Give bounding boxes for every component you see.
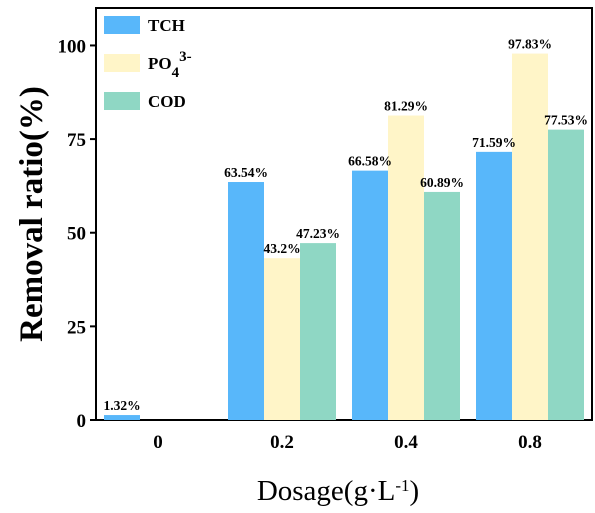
bar-po4-3--0.4 bbox=[388, 115, 424, 421]
legend-swatch bbox=[104, 16, 140, 34]
plot-area bbox=[95, 7, 593, 421]
data-label: 63.54% bbox=[224, 165, 268, 180]
legend-label: COD bbox=[148, 92, 186, 111]
legend-label-sub: 4 bbox=[172, 65, 180, 81]
data-label: 81.29% bbox=[384, 99, 428, 114]
legend-swatch bbox=[104, 92, 140, 110]
data-label: 66.58% bbox=[348, 154, 392, 169]
y-axis-label: Removal ratio(%) bbox=[14, 86, 50, 342]
x-tick-label: 0.8 bbox=[518, 432, 542, 453]
data-label: 97.83% bbox=[508, 37, 552, 52]
bar-cod-0.8 bbox=[548, 129, 584, 420]
legend-label: TCH bbox=[148, 16, 185, 35]
x-ticks: 0 0.2 0.4 0.8 bbox=[153, 432, 542, 453]
y-tick-label: 100 bbox=[58, 36, 87, 57]
legend-label: PO43- bbox=[148, 49, 192, 81]
data-label: 77.53% bbox=[544, 113, 588, 128]
x-axis-label-sup: -1 bbox=[395, 476, 409, 495]
plot-frame bbox=[95, 7, 593, 421]
bar-cod-0.4 bbox=[424, 191, 460, 420]
y-tick-label: 75 bbox=[67, 130, 86, 151]
x-axis-label-main: Dosage(g·L bbox=[257, 475, 396, 507]
bar-tch-0.4 bbox=[352, 170, 388, 420]
legend-swatch bbox=[104, 54, 140, 72]
legend: TCH PO43- COD bbox=[104, 16, 192, 111]
y-tick-label: 50 bbox=[67, 224, 86, 245]
legend-label-sup: 3- bbox=[179, 49, 192, 65]
data-labels: 1.32% 63.54% 66.58% 71.59% 43.2% 81.29% 97.83%… bbox=[103, 37, 588, 413]
bar-tch-0.8 bbox=[476, 151, 512, 420]
bars bbox=[104, 53, 584, 421]
x-tick-label: 0 bbox=[153, 432, 163, 453]
y-tick-label: 0 bbox=[77, 411, 87, 432]
y-ticks: 0 25 50 75 100 bbox=[58, 36, 96, 432]
x-axis-label-close: ) bbox=[410, 475, 420, 507]
bar-po4-3--0.8 bbox=[512, 53, 548, 420]
y-tick-label: 25 bbox=[67, 317, 86, 338]
data-label: 43.2% bbox=[263, 241, 300, 256]
x-axis-label: Dosage(g·L-1) bbox=[257, 475, 419, 507]
data-label: 60.89% bbox=[420, 175, 464, 190]
bar-po4-3--0.2 bbox=[264, 258, 300, 420]
bar-tch-0.2 bbox=[228, 182, 264, 420]
legend-label-base: PO bbox=[148, 54, 172, 73]
x-tick-label: 0.2 bbox=[270, 432, 294, 453]
bar-cod-0.2 bbox=[300, 243, 336, 420]
data-label: 1.32% bbox=[103, 398, 140, 413]
data-label: 47.23% bbox=[296, 226, 340, 241]
x-tick-label: 0.4 bbox=[394, 432, 418, 453]
bar-tch-0 bbox=[104, 415, 140, 420]
data-label: 71.59% bbox=[472, 135, 516, 150]
